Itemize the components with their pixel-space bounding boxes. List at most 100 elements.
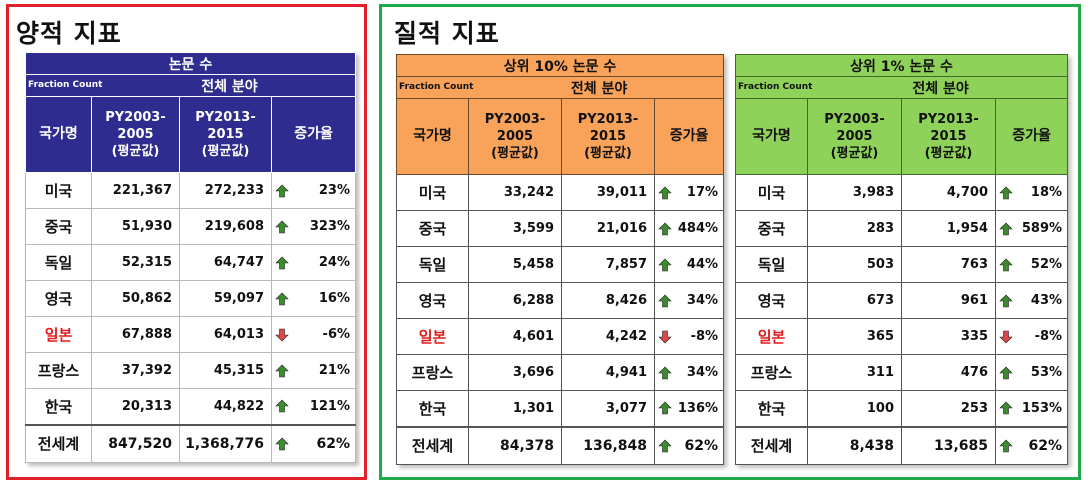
fraction-count-label: Fraction Count	[28, 80, 103, 90]
arrow-up-icon	[658, 439, 672, 453]
period2-value: 136,848	[561, 426, 655, 465]
growth-cell: 44%	[653, 246, 725, 283]
arrow-up-icon	[999, 401, 1013, 415]
period1-value: 673	[807, 282, 902, 319]
growth-cell: -8%	[994, 318, 1069, 355]
growth-value: 53%	[1030, 365, 1063, 380]
period1-line1: PY2003-	[105, 110, 166, 125]
arrow-up-icon	[275, 292, 289, 305]
arrow-up-icon	[275, 184, 289, 197]
country-cell: 프랑스	[396, 354, 469, 391]
qualitative-title: 질적 지표	[394, 19, 500, 48]
col-period2-header: PY2013- 2015 (평균값)	[561, 98, 655, 175]
col-period2-header: PY2013- 2015 (평균값)	[179, 96, 272, 173]
growth-cell: 21%	[270, 352, 357, 389]
country-cell: 중국	[735, 210, 808, 247]
arrow-up-icon	[658, 401, 672, 415]
field-label: 전체 분야	[570, 80, 628, 97]
growth-value: 153%	[1021, 400, 1063, 416]
country-cell: 전세계	[735, 426, 808, 465]
period2-value: 961	[901, 282, 996, 319]
table-row: 프랑스 311 476 53%	[735, 354, 1069, 391]
field-label: 전체 분야	[201, 78, 258, 95]
period2-line2: 2015	[207, 127, 244, 142]
period2-value: 1,368,776	[179, 424, 272, 463]
field-label: 전체 분야	[912, 80, 969, 97]
growth-cell: 62%	[653, 426, 725, 465]
period1-line1: PY2003-	[484, 112, 546, 127]
arrow-up-icon	[275, 364, 289, 377]
table-header: 상위 10% 논문 수	[395, 54, 725, 77]
col-period1-header: PY2003- 2005 (평균값)	[91, 96, 180, 173]
growth-value: 16%	[318, 291, 351, 306]
period2-value: 335	[901, 318, 996, 355]
table-row: 전세계 847,520 1,368,776 62%	[25, 424, 357, 463]
country-cell: 전세계	[25, 424, 92, 463]
period1-value: 283	[807, 210, 902, 247]
growth-value: 484%	[677, 221, 719, 236]
col-growth-header: 증가율	[270, 96, 357, 173]
period2-value: 64,747	[179, 244, 272, 281]
period2-line2: 2015	[930, 129, 967, 144]
top1-paper-table: 상위 1% 논문 수 Fraction Count 전체 분야 국가명 PY2003- 2…	[734, 54, 1069, 465]
period1-value: 365	[807, 318, 902, 355]
growth-value: 43%	[1030, 293, 1063, 308]
table-row: 프랑스 3,696 4,941 34%	[396, 354, 725, 391]
period2-value: 219,608	[179, 208, 272, 245]
country-cell: 영국	[396, 282, 469, 319]
country-cell: 한국	[25, 388, 92, 425]
growth-cell: 52%	[994, 246, 1069, 283]
period2-value: 8,426	[561, 282, 655, 319]
period2-line2: 2015	[589, 129, 627, 144]
period2-line1: PY2013-	[577, 112, 639, 127]
growth-cell: 136%	[653, 390, 725, 427]
growth-value: 34%	[686, 365, 719, 380]
period2-value: 21,016	[561, 210, 655, 247]
period1-line3: (평균값)	[830, 146, 879, 161]
country-cell: 독일	[735, 246, 808, 283]
growth-cell: -6%	[270, 316, 357, 353]
col-country-header: 국가명	[25, 96, 92, 173]
growth-value: 21%	[318, 363, 351, 378]
growth-cell: 18%	[994, 174, 1069, 211]
period1-value: 6,288	[468, 282, 562, 319]
period1-value: 52,315	[91, 244, 180, 281]
period1-value: 3,599	[468, 210, 562, 247]
arrow-up-icon	[999, 222, 1013, 235]
growth-value: -6%	[322, 327, 351, 342]
arrow-up-icon	[658, 366, 672, 379]
col-country-header: 국가명	[396, 98, 469, 175]
growth-value: 62%	[1028, 437, 1063, 454]
country-cell: 영국	[25, 280, 92, 317]
table-row: 한국 100 253 153%	[735, 390, 1069, 427]
period1-line3: (평균값)	[111, 144, 160, 159]
period1-value: 51,930	[91, 208, 180, 245]
period2-value: 272,233	[179, 172, 272, 209]
period1-value: 67,888	[91, 316, 180, 353]
growth-cell: 24%	[270, 244, 357, 281]
period1-value: 84,378	[468, 426, 562, 465]
table-row: 영국 6,288 8,426 34%	[396, 282, 725, 319]
country-cell: 미국	[735, 174, 808, 211]
growth-value: 121%	[309, 398, 351, 414]
country-cell: 독일	[25, 244, 92, 281]
arrow-up-icon	[999, 366, 1013, 379]
qualitative-section: 질적 지표 상위 10% 논문 수 Fraction Count 전체 분야 국가명 P…	[379, 4, 1081, 480]
period1-value: 3,983	[807, 174, 902, 211]
table-row: 영국 673 961 43%	[735, 282, 1069, 319]
period1-value: 50,862	[91, 280, 180, 317]
growth-cell: -8%	[653, 318, 725, 355]
period1-line3: (평균값)	[491, 146, 539, 161]
period1-line2: 2005	[836, 129, 873, 144]
country-cell: 한국	[396, 390, 469, 427]
table-row: 독일 5,458 7,857 44%	[396, 246, 725, 283]
period2-value: 763	[901, 246, 996, 283]
arrow-up-icon	[275, 437, 289, 451]
country-cell: 중국	[25, 208, 92, 245]
period2-value: 13,685	[901, 426, 996, 465]
arrow-down-icon	[275, 328, 289, 341]
period2-line1: PY2013-	[195, 110, 256, 125]
quantitative-section: 양적 지표 논문 수 Fraction Count 전체 분야 국가명 PY2003- 2…	[6, 4, 367, 480]
period1-value: 311	[807, 354, 902, 391]
col-country-header: 국가명	[735, 98, 808, 175]
